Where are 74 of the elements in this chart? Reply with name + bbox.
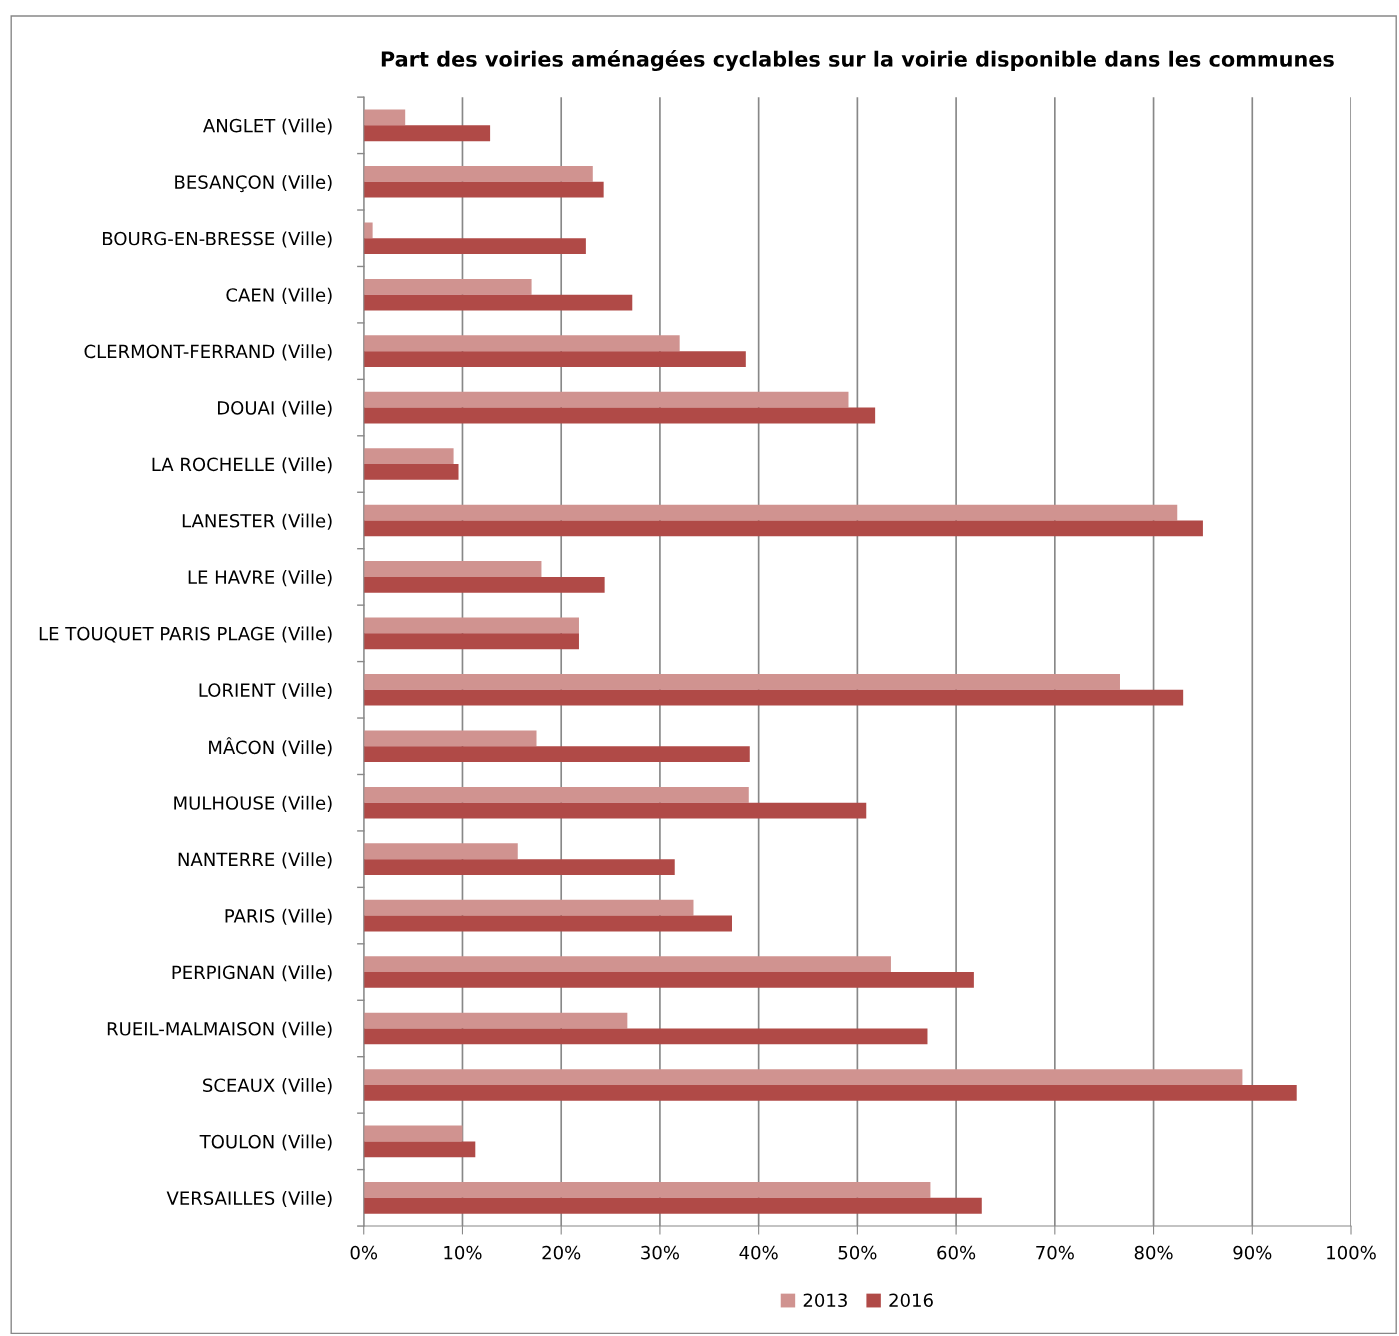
y-tick-label: LE HAVRE (Ville) [188, 570, 332, 587]
y-tick-label: ANGLET (Ville) [203, 118, 332, 135]
x-tick-label: 100% [1327, 1245, 1376, 1260]
bar [363, 294, 633, 311]
x-tick-label: 90% [1233, 1245, 1272, 1260]
y-tick-label: DOUAI (Ville) [218, 400, 332, 417]
bar [363, 1197, 982, 1214]
legend-label: 2016 [889, 1293, 933, 1308]
bar [363, 335, 680, 352]
bar [363, 391, 849, 408]
bar [363, 464, 459, 480]
bar [363, 576, 605, 593]
y-tick-label: CLERMONT-FERRAND (Ville) [84, 344, 332, 361]
y-tick-label: VERSAILLES (Ville) [166, 1190, 332, 1208]
y-tick-label: LORIENT (Ville) [199, 682, 332, 700]
bar [363, 617, 579, 634]
bar [363, 1069, 1243, 1085]
bar [363, 278, 532, 295]
bar [363, 125, 491, 142]
x-tick-label: 20% [542, 1245, 581, 1260]
x-tick-label: 10% [444, 1245, 482, 1260]
bar [363, 561, 542, 577]
y-tick-label: LANESTER (Ville) [182, 513, 332, 530]
bar [363, 802, 867, 819]
y-tick-label: PARIS (Ville) [225, 908, 332, 925]
x-tick-label: 60% [937, 1245, 976, 1260]
bar [363, 915, 732, 932]
y-tick-label: MULHOUSE (Ville) [174, 795, 332, 812]
bar [363, 956, 891, 973]
y-tick-label: LE TOUQUET PARIS PLAGE (Ville) [39, 626, 332, 643]
y-tick-label: SCEAUX (Ville) [203, 1078, 332, 1095]
bar [363, 1125, 463, 1142]
bar [363, 181, 604, 198]
bar [363, 504, 1178, 521]
legend-label: 2013 [803, 1293, 847, 1308]
y-tick-label: NANTERRE (Ville) [178, 852, 332, 869]
bar [363, 1182, 931, 1198]
bar [363, 730, 537, 747]
x-tick-label: 40% [739, 1245, 778, 1260]
bar [363, 674, 1120, 690]
bar [363, 448, 454, 465]
bar [363, 859, 675, 875]
bar [363, 746, 750, 763]
y-tick-label: BOURG-EN-BRESSE (Ville) [103, 231, 332, 248]
chart-title: Part des voiries aménagées cyclables sur la voirie disponible dans les communes [381, 49, 1334, 72]
x-tick-label: 80% [1134, 1245, 1173, 1260]
bar [363, 786, 749, 803]
x-tick-label: 50% [838, 1245, 877, 1260]
bar [363, 972, 974, 988]
bar [363, 351, 746, 367]
y-tick-label: RUEIL-MALMAISON (Ville) [107, 1021, 332, 1038]
bar [363, 1012, 628, 1029]
y-tick-label: BESANÇON (Ville) [175, 174, 332, 193]
y-tick-label: MÂCON (Ville) [209, 737, 332, 757]
bar [363, 238, 586, 255]
y-tick-label: TOULON (Ville) [199, 1134, 332, 1151]
bar [363, 843, 518, 860]
bar [363, 407, 876, 424]
y-tick-label: PERPIGNAN (Ville) [172, 965, 332, 982]
y-tick-label: CAEN (Ville) [226, 287, 332, 304]
bar [363, 689, 1184, 706]
x-tick-label: 30% [641, 1245, 679, 1260]
bar [363, 165, 593, 182]
bar [363, 109, 406, 126]
bar [363, 1084, 1297, 1101]
bar [363, 899, 694, 916]
bar [363, 633, 579, 650]
bar [363, 1028, 928, 1045]
bar [363, 520, 1203, 537]
bar [363, 1141, 476, 1158]
x-tick-label: 70% [1036, 1245, 1074, 1260]
x-tick-label: 0% [350, 1245, 378, 1260]
bar [363, 222, 373, 239]
y-tick-label: LA ROCHELLE (Ville) [152, 457, 332, 474]
